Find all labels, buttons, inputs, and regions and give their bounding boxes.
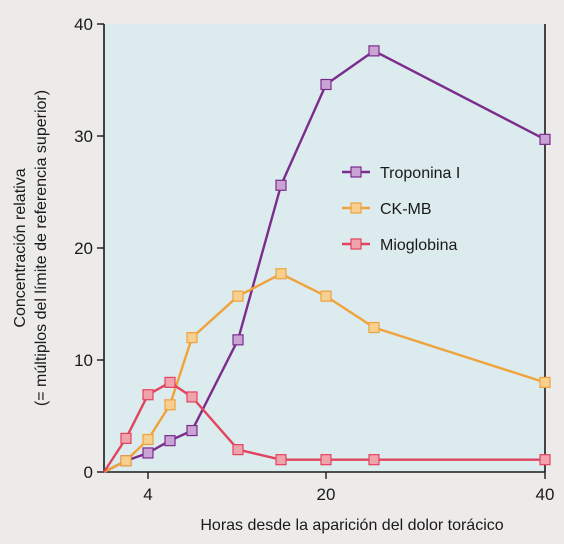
data-point-0 bbox=[232, 334, 244, 346]
data-point-1 bbox=[142, 433, 154, 446]
series-line-0 bbox=[103, 49, 546, 474]
legend-label: Mioglobina bbox=[380, 237, 457, 254]
series-layer bbox=[102, 45, 551, 474]
legend: Troponina I CK-MB Mioglobina bbox=[342, 165, 460, 254]
data-point-2 bbox=[232, 444, 244, 456]
y-tick-label: 10 bbox=[74, 351, 93, 370]
y-tick-label: 30 bbox=[74, 127, 93, 146]
y-axis-title-line1: Concentración relativa bbox=[12, 168, 29, 327]
legend-label: CK-MB bbox=[380, 201, 432, 218]
data-point-1 bbox=[368, 321, 380, 334]
data-point-2 bbox=[142, 389, 154, 401]
series-line-2 bbox=[102, 381, 545, 473]
data-point-2 bbox=[539, 454, 551, 466]
data-point-1 bbox=[120, 455, 132, 467]
data-point-0 bbox=[539, 133, 551, 145]
data-point-0 bbox=[142, 447, 154, 459]
x-tick-label: 20 bbox=[317, 485, 336, 504]
legend-label: Troponina I bbox=[380, 165, 460, 182]
legend-marker bbox=[350, 166, 362, 178]
data-point-0 bbox=[275, 179, 287, 191]
data-point-2 bbox=[320, 454, 332, 466]
x-tick-label: 4 bbox=[143, 485, 152, 504]
data-point-0 bbox=[368, 45, 380, 57]
data-point-2 bbox=[164, 376, 176, 388]
data-point-2 bbox=[120, 432, 132, 444]
data-point-0 bbox=[186, 424, 198, 437]
y-tick-label: 0 bbox=[84, 463, 93, 482]
x-axis-title: Horas desde la aparición del dolor torác… bbox=[200, 517, 503, 534]
data-point-2 bbox=[186, 391, 198, 403]
y-axis-title-line2: (= múltiplos del límite de referencia su… bbox=[33, 90, 50, 406]
series-line-1 bbox=[103, 272, 546, 474]
y-tick-label: 40 bbox=[74, 15, 93, 34]
data-point-2 bbox=[275, 454, 287, 466]
data-point-1 bbox=[539, 376, 551, 388]
data-point-0 bbox=[320, 78, 332, 91]
x-tick-label: 40 bbox=[536, 485, 555, 504]
data-point-2 bbox=[368, 454, 380, 466]
legend-marker bbox=[350, 238, 362, 250]
data-point-1 bbox=[320, 290, 332, 302]
data-point-0 bbox=[164, 435, 176, 447]
data-point-1 bbox=[164, 399, 176, 411]
data-point-1 bbox=[275, 268, 287, 280]
axes-layer: 0 10 20 30 40 4 20 40 bbox=[74, 15, 554, 504]
legend-marker bbox=[350, 202, 362, 214]
y-tick-label: 20 bbox=[74, 239, 93, 258]
plot-area bbox=[104, 24, 545, 472]
data-point-1 bbox=[186, 332, 198, 344]
data-point-1 bbox=[232, 290, 244, 302]
